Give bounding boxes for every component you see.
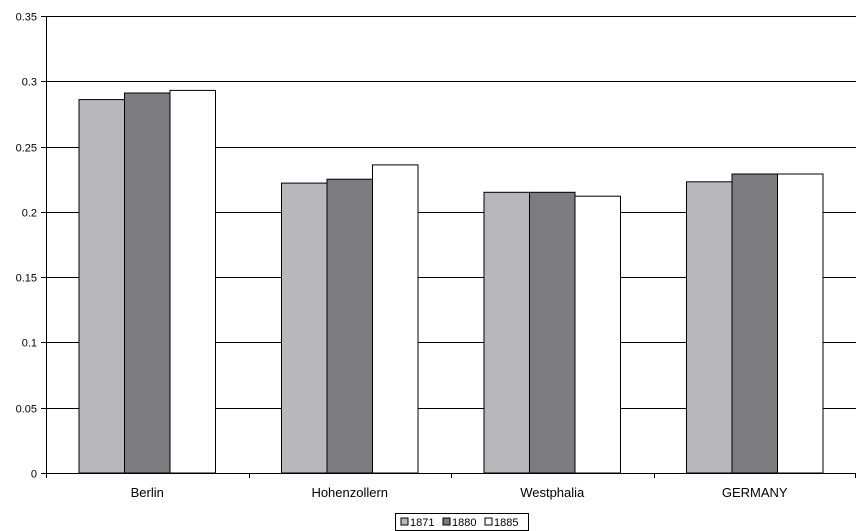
legend-label-1885: 1885 [494, 517, 518, 529]
bar-1885-berlin [169, 89, 216, 474]
bar-1885-germany [777, 173, 824, 474]
legend-swatch-1885 [484, 517, 493, 526]
y-tick-label: 0.25 [16, 143, 37, 155]
bar-1885-hohenzollern [372, 164, 419, 474]
legend-label-1871: 1871 [410, 517, 434, 529]
bar-1880-hohenzollern [326, 178, 373, 474]
bar-1871-westphalia [483, 191, 530, 474]
category-label: Westphalia [520, 485, 585, 500]
y-tick-label: 0.1 [22, 338, 37, 350]
bar-1880-berlin [124, 92, 171, 474]
category-labels: Berlin Hohenzollern Westphalia GERMANY [131, 485, 788, 500]
y-tick-label: 0.35 [16, 12, 37, 24]
category-label: Berlin [131, 485, 164, 500]
legend-swatch-1871 [400, 517, 409, 526]
y-tick-label: 0.05 [16, 404, 37, 416]
category-label: GERMANY [722, 485, 788, 500]
legend-label-1880: 1880 [452, 517, 476, 529]
y-tick-label: 0.3 [22, 77, 37, 89]
bar-1871-berlin [78, 99, 125, 474]
legend: 1871 1880 1885 [395, 513, 529, 531]
category-label: Hohenzollern [311, 485, 388, 500]
bar-1871-hohenzollern [281, 182, 328, 474]
y-tick-label: 0.15 [16, 273, 37, 285]
axes [41, 16, 856, 478]
y-tick-label: 0 [31, 469, 37, 481]
bar-1885-westphalia [574, 195, 621, 474]
bar-1871-germany [686, 181, 733, 474]
bar-1880-germany [731, 173, 778, 474]
bars [78, 89, 824, 474]
y-tick-label: 0.2 [22, 208, 37, 220]
bar-1880-westphalia [529, 191, 576, 474]
y-axis-tick-labels: 0 0.05 0.1 0.15 0.2 0.25 0.3 0.35 [16, 12, 37, 481]
legend-swatch-1880 [442, 517, 451, 526]
